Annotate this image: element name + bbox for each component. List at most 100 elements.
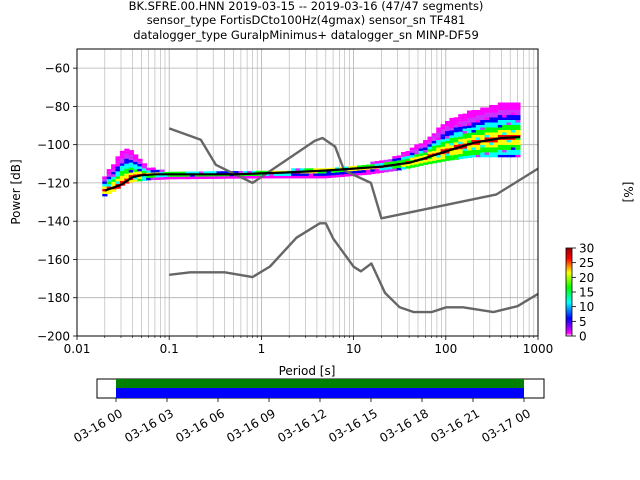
density-cell	[326, 175, 332, 179]
density-cell	[128, 157, 134, 161]
density-cell	[453, 119, 459, 123]
density-cell	[374, 163, 380, 167]
density-cell	[510, 132, 517, 135]
density-cell	[119, 150, 126, 154]
density-cell	[374, 170, 380, 174]
density-cell	[133, 161, 139, 165]
density-cell	[431, 143, 437, 146]
density-cell	[440, 126, 446, 130]
density-cell	[409, 157, 416, 161]
density-cell	[330, 172, 336, 176]
density-cell	[423, 140, 429, 143]
density-cell	[106, 169, 112, 172]
density-cell	[177, 174, 183, 177]
density-cell	[467, 127, 473, 131]
density-cell	[475, 129, 481, 133]
density-cell	[440, 129, 446, 132]
colorbar-tick-label: 20	[579, 271, 594, 285]
ppsd-plot: 0.01 0.1 1 10 100 1000 −200 −180 −160 −140 −120 −1…	[9, 48, 553, 378]
density-cell	[124, 161, 130, 164]
density-cell	[506, 114, 512, 118]
density-cell	[502, 154, 508, 158]
density-cell	[194, 176, 200, 180]
density-cell	[515, 102, 521, 106]
density-cell	[475, 124, 481, 128]
density-cell	[339, 174, 345, 177]
density-cell	[502, 105, 508, 108]
density-cell	[453, 152, 459, 155]
low-noise-model-line	[169, 222, 538, 314]
density-cell	[510, 105, 517, 108]
density-cell	[497, 139, 503, 143]
density-cell	[453, 122, 459, 125]
density-cell	[119, 153, 126, 156]
density-cell	[449, 157, 455, 161]
density-cell	[207, 171, 213, 174]
density-cell	[291, 175, 297, 179]
density-cell	[436, 137, 442, 141]
density-cell	[383, 169, 389, 173]
density-cell	[502, 147, 508, 150]
density-cell	[497, 132, 503, 135]
density-cell	[141, 165, 147, 169]
density-cell	[458, 116, 464, 120]
density-cell	[510, 134, 517, 138]
density-cell	[405, 153, 411, 157]
density-cell	[467, 130, 473, 133]
density-cell	[436, 140, 442, 143]
density-cell	[462, 123, 468, 127]
density-cell	[436, 159, 442, 163]
density-cell	[506, 139, 512, 143]
density-cell	[458, 134, 464, 137]
density-cell	[497, 119, 503, 123]
density-cell	[344, 174, 350, 177]
density-cell	[269, 173, 275, 176]
title-line-3: datalogger_type GuralpMinimus+ datalogge…	[133, 28, 479, 42]
density-cell	[396, 160, 402, 163]
density-cell	[489, 132, 495, 135]
density-cell	[251, 170, 257, 174]
density-cell	[462, 155, 468, 159]
timeline-tick-label: 03-16 00	[71, 406, 125, 445]
density-cell	[124, 176, 130, 179]
density-cell	[497, 144, 503, 148]
density-cell	[453, 149, 459, 153]
density-cell	[295, 173, 301, 176]
density-cell	[124, 148, 130, 152]
density-cell	[489, 105, 495, 108]
x-axis-label: Period [s]	[279, 364, 336, 378]
density-cell	[220, 176, 227, 179]
density-cell	[484, 112, 490, 116]
density-cell	[445, 155, 451, 159]
density-cell	[405, 151, 411, 154]
density-cell	[480, 147, 486, 150]
density-cell	[361, 165, 367, 168]
density-cell	[361, 170, 367, 173]
density-cell	[128, 179, 134, 183]
density-cell	[493, 134, 499, 138]
density-cell	[370, 171, 376, 175]
density-cell	[119, 170, 126, 174]
density-cell	[431, 133, 437, 136]
density-cell	[462, 145, 468, 149]
density-cell	[137, 158, 143, 162]
density-cell	[471, 134, 477, 138]
density-cell	[106, 171, 112, 175]
density-cell	[502, 114, 508, 118]
density-cell	[128, 160, 134, 163]
density-cell	[484, 144, 490, 148]
density-cell	[436, 135, 442, 138]
density-cell	[128, 150, 134, 153]
timeline-tick-label: 03-16 18	[377, 406, 431, 445]
density-cell	[414, 151, 420, 155]
density-cell	[471, 137, 477, 140]
timeline-tick-label: 03-16 03	[122, 406, 176, 445]
density-cell	[467, 145, 473, 148]
density-cell	[199, 171, 205, 174]
density-cell	[480, 122, 486, 125]
density-cell	[475, 144, 481, 148]
density-cell	[383, 167, 389, 170]
density-cell	[484, 134, 490, 138]
density-cell	[515, 149, 521, 153]
